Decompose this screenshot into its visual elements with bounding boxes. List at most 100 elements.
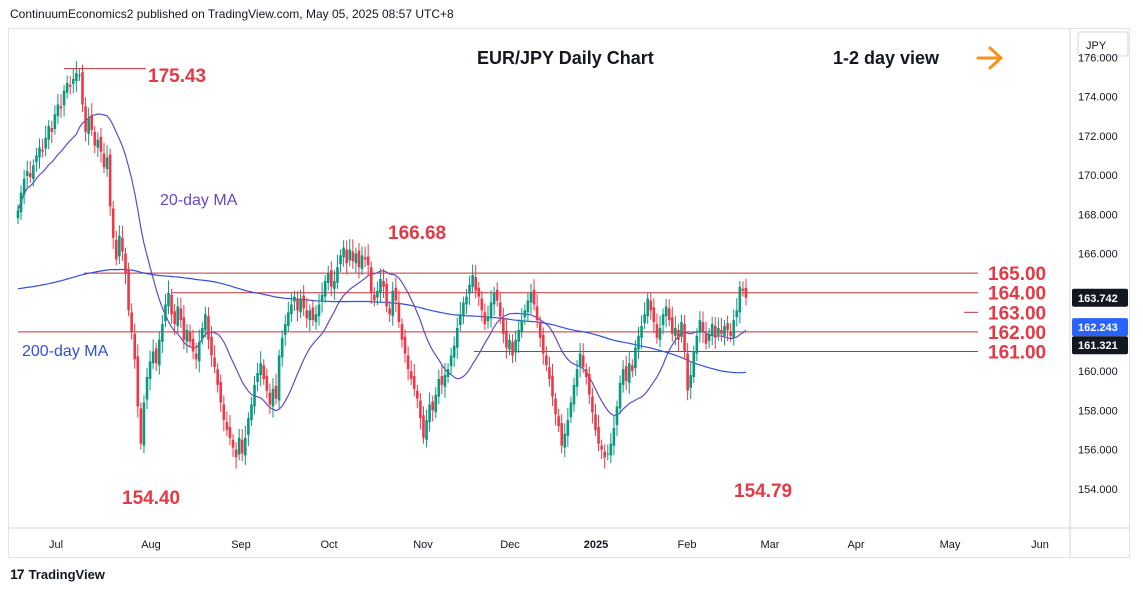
candle-body	[643, 314, 646, 324]
candle-body	[41, 149, 44, 152]
chart-frame: 165.00 164.00 163.00 162.00 161.00 20-day MA 2…	[8, 28, 1130, 558]
candle-body	[538, 322, 542, 338]
level-label: 161.00	[988, 343, 1046, 364]
candle-body	[253, 384, 256, 407]
candle-body	[274, 385, 278, 399]
candle-body	[686, 353, 689, 391]
candle-body	[735, 310, 739, 318]
candle-body	[431, 401, 434, 411]
candle-body	[455, 328, 459, 348]
y-tick-label: 168.000	[1078, 209, 1118, 221]
candle-body	[621, 369, 625, 385]
annotation-label: 154.40	[122, 488, 180, 509]
candle-body	[508, 339, 511, 350]
candle-body	[127, 270, 130, 311]
y-tick-label: 172.000	[1078, 131, 1118, 143]
candle-body	[314, 314, 318, 323]
candle-body	[237, 437, 241, 455]
candle-body	[277, 355, 281, 401]
candle-body	[548, 367, 551, 379]
y-tick-label: 154.000	[1078, 484, 1118, 496]
candle-body	[222, 404, 226, 421]
y-tick-label: 174.000	[1078, 92, 1118, 104]
candle-body	[204, 314, 207, 330]
candle-body	[446, 369, 450, 378]
candle-body	[28, 173, 32, 178]
candle-body	[560, 423, 563, 446]
footer-brand[interactable]: 17 TradingView	[10, 566, 105, 582]
candle-body	[240, 439, 244, 454]
candle-body	[283, 324, 287, 335]
candle-body	[363, 257, 367, 260]
candle-body	[268, 392, 272, 405]
candle-body	[219, 381, 223, 403]
candle-body	[459, 314, 462, 326]
price-badge-label: 163.742	[1078, 293, 1118, 305]
candle-body	[541, 334, 545, 354]
candle-body	[483, 312, 487, 325]
candle-body	[535, 306, 539, 321]
candle-body	[569, 402, 573, 418]
candle-body	[379, 278, 382, 293]
candle-body	[271, 388, 275, 407]
candle-body	[382, 280, 385, 287]
candle-body	[655, 324, 659, 338]
candle-body	[584, 369, 588, 378]
candle-body	[523, 310, 527, 318]
candle-body	[738, 286, 742, 313]
candle-body	[723, 326, 726, 336]
candle-body	[634, 347, 637, 369]
candle-body	[118, 235, 121, 257]
candle-body	[81, 72, 84, 105]
candle-body	[366, 256, 370, 266]
candle-body	[369, 267, 373, 293]
brand-name: TradingView	[28, 566, 105, 582]
candle-body	[176, 306, 180, 327]
candle-body	[683, 324, 686, 352]
candle-body	[514, 339, 517, 353]
candle-body	[87, 118, 90, 134]
candle-body	[409, 371, 413, 379]
candle-body	[575, 369, 579, 387]
candle-body	[234, 449, 238, 458]
candle-body	[179, 308, 183, 321]
candle-body	[603, 451, 607, 458]
candle-body	[244, 437, 247, 456]
candle-body	[440, 376, 444, 385]
y-tick-label: 156.000	[1078, 445, 1118, 457]
candle-body	[505, 330, 508, 348]
candle-body	[299, 298, 302, 313]
price-badge	[1072, 318, 1128, 337]
candle-body	[317, 304, 321, 317]
candle-body	[114, 239, 118, 260]
x-tick-label: 2025	[584, 539, 608, 551]
candle-body	[474, 277, 477, 291]
candle-body	[96, 139, 100, 148]
candle-body	[492, 292, 496, 305]
candle-body	[563, 433, 567, 448]
candle-body	[201, 328, 204, 339]
candle-body	[732, 320, 736, 338]
candle-body	[394, 287, 398, 301]
candle-body	[136, 356, 140, 407]
annotation-label: 175.43	[148, 66, 206, 87]
candle-body	[425, 420, 428, 440]
candle-body	[188, 331, 192, 342]
candle-body	[495, 289, 499, 301]
candle-body	[710, 324, 714, 336]
candle-body	[84, 106, 87, 132]
candle-body	[670, 317, 674, 334]
x-tick-label: Oct	[320, 539, 337, 551]
chart-title: EUR/JPY Daily Chart	[477, 48, 654, 68]
candle-body	[397, 302, 401, 323]
chart-border	[8, 28, 1130, 558]
candle-body	[44, 137, 47, 149]
candle-body	[90, 115, 94, 130]
candle-body	[65, 82, 69, 93]
candle-body	[108, 154, 112, 207]
candle-body	[502, 318, 505, 334]
candle-body	[225, 422, 229, 430]
candle-body	[658, 328, 662, 340]
candle-body	[452, 345, 456, 358]
